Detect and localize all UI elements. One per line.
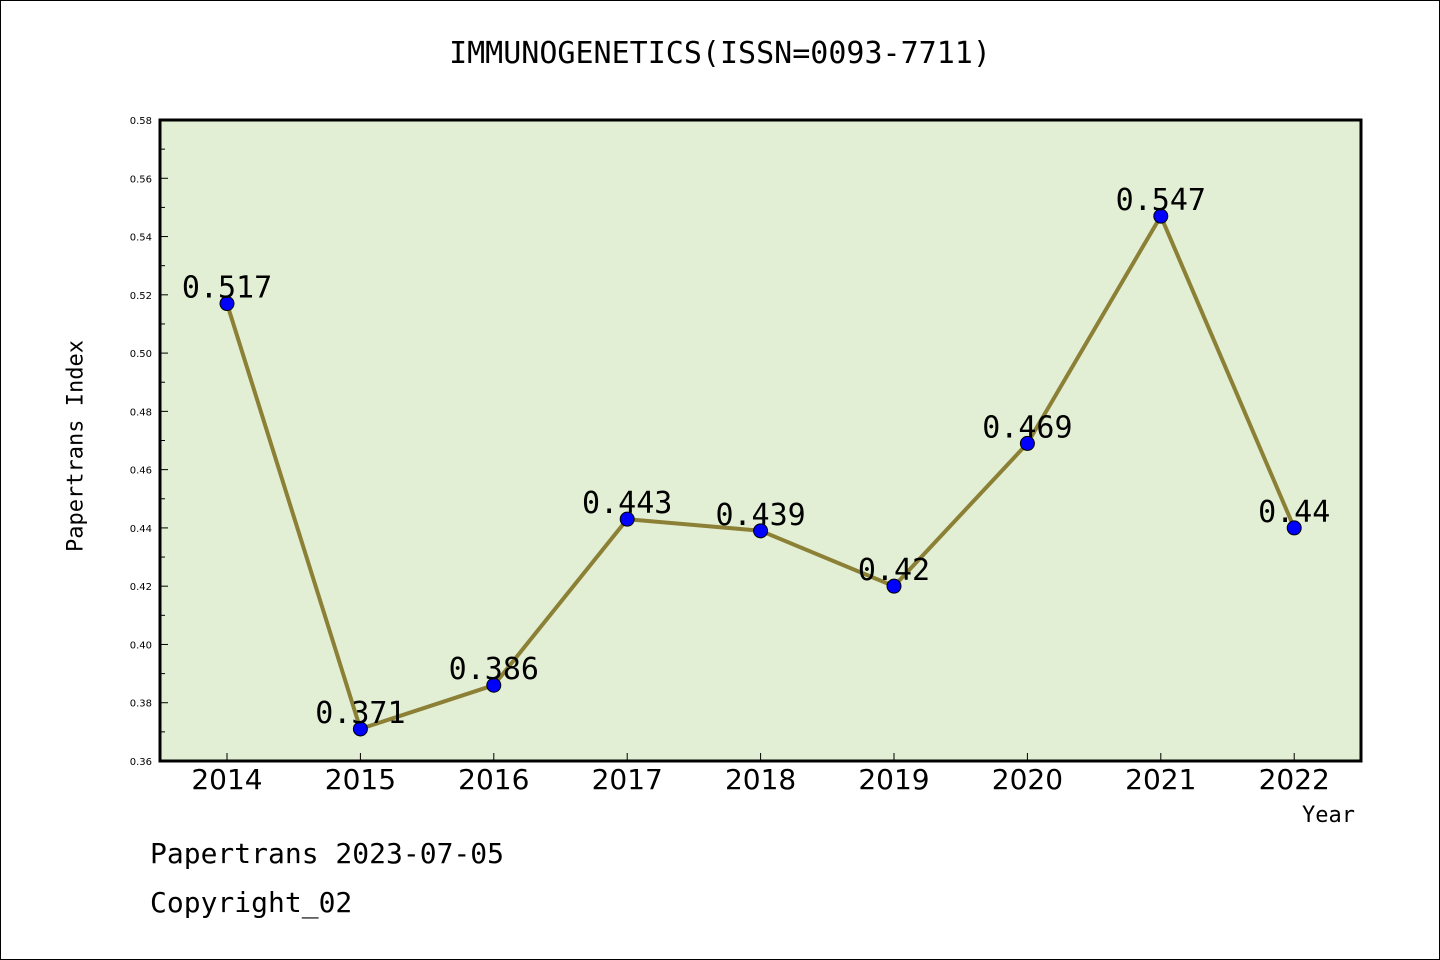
y-tick-label: 0.58 bbox=[130, 116, 152, 127]
plot-border bbox=[158, 118, 1363, 763]
chart-title: IMMUNOGENETICS(ISSN=0093-7711) bbox=[449, 36, 991, 71]
y-tick-label: 0.48 bbox=[130, 407, 152, 418]
data-label: 0.517 bbox=[182, 271, 272, 306]
data-label: 0.371 bbox=[315, 696, 405, 731]
y-tick-label: 0.50 bbox=[130, 349, 152, 360]
x-tick-label: 2017 bbox=[592, 763, 663, 796]
data-label: 0.469 bbox=[982, 410, 1072, 445]
data-point bbox=[619, 511, 635, 527]
data-point bbox=[753, 523, 769, 539]
x-tick-label: 2022 bbox=[1259, 763, 1330, 796]
y-tick-label: 0.44 bbox=[130, 524, 152, 535]
data-label: 0.42 bbox=[858, 553, 930, 588]
data-label: 0.386 bbox=[449, 652, 539, 687]
y-tick-label: 0.52 bbox=[130, 291, 152, 302]
data-point bbox=[886, 578, 902, 594]
x-tick-label: 2018 bbox=[725, 763, 796, 796]
y-tick-label: 0.54 bbox=[130, 233, 152, 244]
plot-area bbox=[160, 120, 1361, 761]
x-tick-label: 2014 bbox=[191, 763, 262, 796]
data-point bbox=[219, 296, 235, 312]
footer-date: Papertrans 2023-07-05 bbox=[150, 837, 505, 870]
y-tick-label: 0.40 bbox=[130, 640, 152, 651]
x-tick-label: 2016 bbox=[458, 763, 529, 796]
data-point bbox=[1286, 520, 1302, 536]
data-markers bbox=[219, 208, 1302, 737]
data-point bbox=[1019, 435, 1035, 451]
y-tick-label: 0.56 bbox=[130, 174, 152, 185]
x-tick-label: 2020 bbox=[992, 763, 1063, 796]
x-axis-label: Year bbox=[1302, 803, 1355, 828]
data-point bbox=[352, 721, 368, 737]
y-axis-label: Papertrans Index bbox=[63, 340, 89, 552]
y-tick-label: 0.36 bbox=[130, 757, 152, 768]
y-tick-label: 0.46 bbox=[130, 466, 152, 477]
data-labels: 0.517 0.371 0.386 0.443 0.439 0.42 0.469 0.547 0… bbox=[182, 183, 1330, 731]
x-tick-label: 2019 bbox=[858, 763, 929, 796]
data-label: 0.443 bbox=[582, 486, 672, 521]
data-label: 0.439 bbox=[715, 498, 805, 533]
x-axis: 2014 2015 2016 2017 2018 2019 2020 2021 2022 bbox=[191, 753, 1330, 796]
footer-copyright: Copyright_02 bbox=[150, 886, 353, 919]
x-tick-label: 2021 bbox=[1125, 763, 1196, 796]
data-label: 0.44 bbox=[1258, 495, 1330, 530]
y-tick-label: 0.38 bbox=[130, 699, 152, 710]
x-tick-label: 2015 bbox=[325, 763, 396, 796]
y-tick-label: 0.42 bbox=[130, 582, 152, 593]
data-point bbox=[1153, 208, 1169, 224]
data-point bbox=[486, 677, 502, 693]
data-label: 0.547 bbox=[1116, 183, 1206, 218]
